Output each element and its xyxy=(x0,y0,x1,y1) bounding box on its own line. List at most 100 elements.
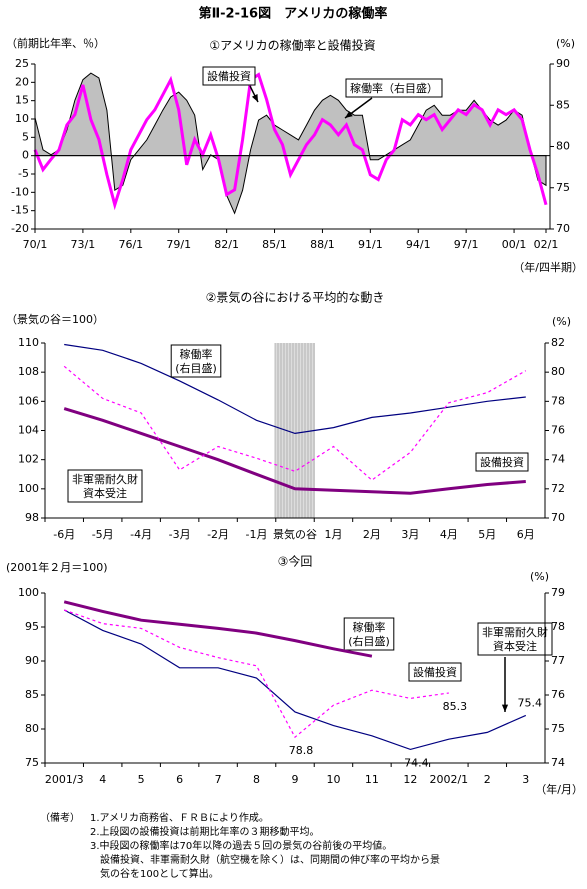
y-tick-label: 104 xyxy=(18,424,39,437)
y-axis-label: （景気の谷＝100） xyxy=(6,312,104,326)
series-label: 設備投資 xyxy=(207,69,251,83)
x-tick-label: 2002/1 xyxy=(429,773,468,786)
x-tick-label: 82/1 xyxy=(214,238,239,251)
x-tick-label: 6 xyxy=(176,773,183,786)
chart-title: ③今回 xyxy=(278,554,313,569)
note-line: 3.中段図の稼働率は70年以降の過去５回の景気の谷前後の平均値。 xyxy=(90,839,392,852)
x-tick-label: 9 xyxy=(292,773,299,786)
x-tick-label: -5月 xyxy=(92,528,114,541)
y-tick-label: -15 xyxy=(11,204,29,217)
x-tick-label: 1月 xyxy=(324,528,342,541)
x-axis-label: （年/月） xyxy=(535,782,583,796)
y2-tick-label: 77 xyxy=(551,654,565,667)
data-label: 78.8 xyxy=(289,744,314,757)
y2-tick-label: 78 xyxy=(551,620,565,633)
y2-tick-label: 74 xyxy=(551,756,565,769)
x-tick-label: 91/1 xyxy=(358,238,383,251)
y-tick-label: 100 xyxy=(18,482,39,495)
label-box xyxy=(408,662,462,682)
x-tick-label: 11 xyxy=(365,773,379,786)
y2-tick-label: 75 xyxy=(551,722,565,735)
y-tick-label: -5 xyxy=(18,167,29,180)
y-tick-label: -10 xyxy=(11,185,29,198)
series-line xyxy=(63,600,373,658)
y2-tick-label: 82 xyxy=(551,336,565,349)
x-tick-label: 97/1 xyxy=(454,238,479,251)
y-tick-label: 20 xyxy=(15,75,29,88)
label-box xyxy=(67,469,143,503)
x-tick-label: 88/1 xyxy=(310,238,335,251)
x-tick-label: 94/1 xyxy=(406,238,431,251)
note-line: 2.上段図の設備投資は前期比年率の３期移動平均。 xyxy=(90,825,320,838)
label-box xyxy=(475,452,529,472)
y2-axis-label: (%) xyxy=(530,570,549,583)
page-title: 第Ⅱ-2-16図 アメリカの稼働率 xyxy=(199,6,388,22)
y-tick-label: 10 xyxy=(15,112,29,125)
y-tick-label: 100 xyxy=(18,586,39,599)
y-tick-label: 108 xyxy=(18,365,39,378)
label-box xyxy=(170,344,222,378)
x-tick-label: 景気の谷 xyxy=(273,527,317,541)
chart-title: ①アメリカの稼働率と設備投資 xyxy=(209,38,375,53)
y2-axis-label: (%) xyxy=(552,315,571,328)
label-box xyxy=(345,78,443,98)
y2-tick-label: 78 xyxy=(551,394,565,407)
x-tick-label: -3月 xyxy=(169,528,191,541)
y2-tick-label: 80 xyxy=(556,140,570,153)
y-axis-label: (2001年２月＝100) xyxy=(6,560,108,574)
note-line: 1.アメリカ商務省、ＦＲＢにより作成。 xyxy=(90,811,269,824)
arrow-head xyxy=(251,94,258,102)
y-tick-label: 0 xyxy=(22,149,29,162)
y2-tick-label: 70 xyxy=(556,222,570,235)
notes-label: （備考） xyxy=(40,811,80,824)
arrow-head xyxy=(345,111,353,118)
series-label: 非軍需耐久財資本受注 xyxy=(72,472,138,500)
y2-tick-label: 76 xyxy=(551,424,565,437)
x-tick-label: 79/1 xyxy=(166,238,191,251)
y-tick-label: 85 xyxy=(25,688,39,701)
data-label: 75.4 xyxy=(518,696,543,709)
y2-tick-label: 74 xyxy=(551,453,565,466)
x-tick-label: 73/1 xyxy=(71,238,96,251)
series-line xyxy=(63,365,527,481)
x-tick-label: 5 xyxy=(138,773,145,786)
x-tick-label: 3月 xyxy=(401,528,419,541)
x-tick-label: 10 xyxy=(326,773,340,786)
y-tick-label: 25 xyxy=(15,57,29,70)
y-tick-label: 95 xyxy=(25,620,39,633)
x-tick-label: 2 xyxy=(484,773,491,786)
x-tick-label: 6月 xyxy=(517,528,535,541)
series-line xyxy=(63,407,526,495)
y-tick-label: 80 xyxy=(25,722,39,735)
x-tick-label: 00/1 xyxy=(502,238,527,251)
y-tick-label: 106 xyxy=(18,394,39,407)
chart-title: ②景気の谷における平均的な動き xyxy=(206,290,385,305)
y2-tick-label: 79 xyxy=(551,586,565,599)
x-tick-label: 7 xyxy=(215,773,222,786)
label-box xyxy=(202,66,256,86)
y2-tick-label: 72 xyxy=(551,482,565,495)
x-tick-label: 2月 xyxy=(363,528,381,541)
y-tick-label: 110 xyxy=(18,336,39,349)
y-tick-label: 75 xyxy=(25,756,39,769)
label-box xyxy=(343,617,395,651)
series-label: 設備投資 xyxy=(413,665,457,679)
x-tick-label: -4月 xyxy=(130,528,152,541)
x-tick-label: -2月 xyxy=(207,528,229,541)
data-label: 85.3 xyxy=(443,700,468,713)
x-tick-label: 3 xyxy=(522,773,529,786)
y-axis-label: （前期比年率、％） xyxy=(6,36,105,50)
note-line: 気の谷を100として算出。 xyxy=(90,867,219,880)
series-line xyxy=(64,609,449,739)
x-tick-label: 8 xyxy=(253,773,260,786)
x-tick-label: 70/1 xyxy=(23,238,48,251)
y2-tick-label: 75 xyxy=(556,181,570,194)
note-line: 設備投資、非軍需耐久財（航空機を除く）は、同期間の伸び率の平均から景 xyxy=(90,853,440,866)
x-tick-label: 12 xyxy=(403,773,417,786)
x-tick-label: 85/1 xyxy=(262,238,287,251)
label-box xyxy=(477,622,553,656)
y-tick-label: 102 xyxy=(18,453,39,466)
x-tick-label: 4月 xyxy=(440,528,458,541)
x-tick-label: 2001/3 xyxy=(45,773,84,786)
y2-tick-label: 90 xyxy=(556,57,570,70)
